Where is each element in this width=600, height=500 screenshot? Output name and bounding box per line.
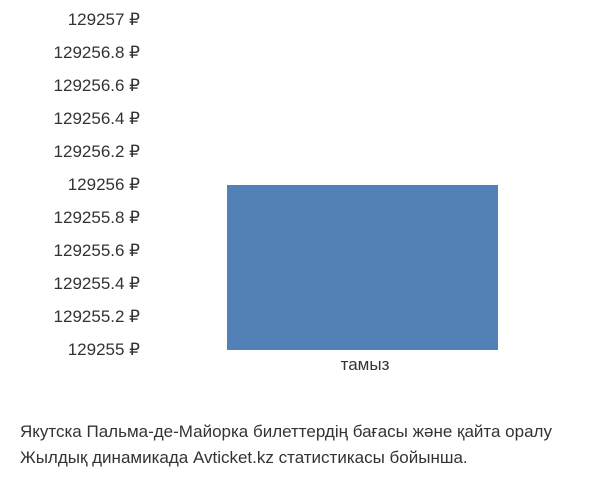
x-tick: тамыз [341,355,390,375]
y-tick: 129256.6 ₽ [54,76,140,96]
y-tick: 129255 ₽ [68,340,140,360]
y-tick: 129255.6 ₽ [54,241,140,261]
y-tick: 129255.8 ₽ [54,208,140,228]
bar-tamyz [227,185,498,350]
y-tick: 129256 ₽ [68,175,140,195]
caption-line-2: Жылдық динамикада Avticket.kz статистика… [20,445,580,471]
y-tick: 129256.2 ₽ [54,142,140,162]
chart-caption: Якутска Пальма-де-Майорка билеттердің ба… [20,419,580,470]
y-tick: 129256.4 ₽ [54,109,140,129]
chart-container: 129257 ₽ 129256.8 ₽ 129256.6 ₽ 129256.4 … [20,20,580,400]
y-tick: 129256.8 ₽ [54,43,140,63]
y-tick: 129255.4 ₽ [54,274,140,294]
plot-area [150,20,580,350]
y-tick: 129255.2 ₽ [54,307,140,327]
y-tick: 129257 ₽ [68,10,140,30]
x-axis: тамыз [150,355,580,385]
caption-line-1: Якутска Пальма-де-Майорка билеттердің ба… [20,419,580,445]
y-axis: 129257 ₽ 129256.8 ₽ 129256.6 ₽ 129256.4 … [20,20,145,350]
